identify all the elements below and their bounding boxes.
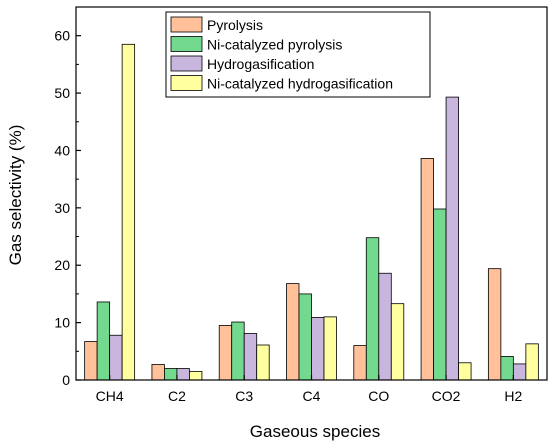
legend-swatch-3 [170, 55, 203, 72]
x-tick-label-c4: C4 [303, 388, 321, 404]
bar-c3-series-2 [231, 321, 245, 381]
bar-h2-series-3 [512, 363, 527, 381]
bar-c3-series-3 [243, 333, 258, 381]
bar-c2-series-1 [151, 364, 165, 381]
bar-h2-series-4 [525, 343, 539, 381]
axes: 0 10 20 30 40 50 60 CH4 C2 C3 C4 CO CO2 H2 [54, 6, 548, 404]
legend-label-1: Pyrolysis [207, 17, 263, 33]
y-tick-label: 20 [54, 257, 70, 273]
x-tick-label-c2: C2 [168, 388, 186, 404]
legend-label-3: Hydrogasification [207, 56, 314, 72]
bar-co2-series-2 [433, 208, 447, 381]
legend-label-4: Ni-catalyzed hydrogasification [207, 76, 393, 92]
bar-ch4-series-1 [84, 341, 98, 381]
y-axis-title: Gas selectivity (%) [6, 125, 25, 266]
bar-co2-series-1 [420, 158, 434, 381]
x-tick-label-h2: H2 [504, 388, 522, 404]
x-tick-label-co2: CO2 [432, 388, 461, 404]
bar-co-series-4 [390, 303, 405, 381]
bar-c2-series-3 [176, 368, 190, 381]
bar-co-series-1 [353, 345, 367, 381]
y-tick-label: 60 [54, 28, 70, 44]
legend: Pyrolysis Ni-catalyzed pyrolysis Hydrogasi… [165, 11, 431, 98]
legend-swatch-4 [170, 75, 203, 91]
bar-c4-series-4 [323, 316, 337, 381]
bar-c4-series-2 [298, 293, 312, 381]
bar-h2-series-2 [500, 356, 514, 381]
bar-co2-series-3 [445, 96, 459, 381]
legend-swatch-2 [170, 36, 203, 52]
bar-co2-series-4 [458, 362, 472, 381]
bar-c3-series-4 [256, 344, 270, 381]
y-tick-label: 50 [54, 85, 70, 101]
bar-ch4-series-3 [109, 334, 123, 381]
x-tick-label-c3: C3 [235, 388, 253, 404]
bar-h2-series-1 [487, 268, 502, 381]
legend-box [165, 11, 431, 98]
x-axis-title: Gaseous species [250, 422, 380, 441]
bar-c4-series-1 [286, 283, 300, 381]
y-tick-label: 10 [54, 315, 70, 331]
x-tick-label-ch4: CH4 [96, 388, 124, 404]
bar-ch4-series-4 [121, 43, 136, 381]
bar-ch4-series-2 [96, 301, 111, 381]
legend-swatch-1 [170, 16, 203, 33]
y-tick-label: 30 [54, 200, 70, 216]
y-tick-label: 0 [62, 372, 70, 388]
bar-co-series-3 [378, 272, 392, 381]
y-tick-label: 40 [54, 142, 70, 158]
bar-co-series-2 [365, 237, 380, 381]
bar-c4-series-3 [311, 317, 325, 381]
x-tick-label-co: CO [368, 388, 389, 404]
legend-label-2: Ni-catalyzed pyrolysis [207, 37, 342, 53]
bar-c3-series-1 [218, 325, 233, 381]
bar-c2-series-2 [164, 368, 178, 381]
bar-c2-series-4 [189, 370, 203, 381]
